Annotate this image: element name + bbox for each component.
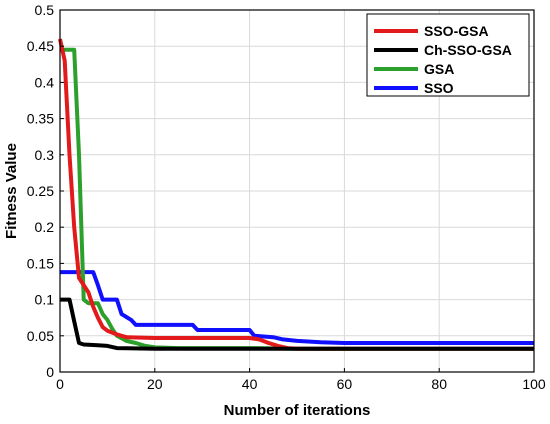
y-tick-label: 0.4 bbox=[35, 74, 55, 90]
series-layer bbox=[58, 38, 534, 351]
legend-label-gsa: GSA bbox=[424, 61, 454, 77]
x-axis-ticks: 0 20 40 60 80 100 bbox=[56, 368, 546, 392]
series-line-sso bbox=[60, 270, 534, 345]
series-line-ch-sso-gsa bbox=[60, 297, 534, 351]
x-tick-label: 60 bbox=[337, 376, 353, 392]
y-tick-label: 0.25 bbox=[27, 183, 54, 199]
y-tick-label: 0.1 bbox=[35, 292, 55, 308]
legend-label-sso-gsa: SSO-GSA bbox=[424, 23, 489, 39]
y-tick-label: 0.2 bbox=[35, 219, 55, 235]
y-tick-label: 0.05 bbox=[27, 328, 54, 344]
x-tick-label: 100 bbox=[522, 376, 546, 392]
y-tick-label: 0.35 bbox=[27, 111, 54, 127]
y-tick-label: 0.45 bbox=[27, 38, 54, 54]
y-axis-label: Fitness Value bbox=[3, 143, 20, 239]
x-tick-label: 40 bbox=[242, 376, 258, 392]
legend-label-sso: SSO bbox=[424, 80, 454, 96]
x-tick-label: 20 bbox=[147, 376, 163, 392]
legend-box bbox=[366, 13, 530, 97]
y-tick-label: 0.15 bbox=[27, 255, 54, 271]
y-tick-label: 0 bbox=[46, 364, 54, 380]
y-tick-label: 0.5 bbox=[35, 2, 55, 18]
y-tick-label: 0.3 bbox=[35, 147, 55, 163]
x-tick-label: 80 bbox=[431, 376, 447, 392]
y-axis-ticks: 0 0.05 0.1 0.15 0.2 0.25 0.3 0.35 0.4 0.45 0.5 bbox=[27, 2, 64, 380]
legend-label-ch-sso-gsa: Ch-SSO-GSA bbox=[424, 42, 512, 58]
legend: SSO-GSA Ch-SSO-GSA GSA SSO bbox=[366, 13, 530, 97]
x-axis-label: Number of iterations bbox=[224, 402, 371, 419]
x-tick-label: 0 bbox=[56, 376, 64, 392]
